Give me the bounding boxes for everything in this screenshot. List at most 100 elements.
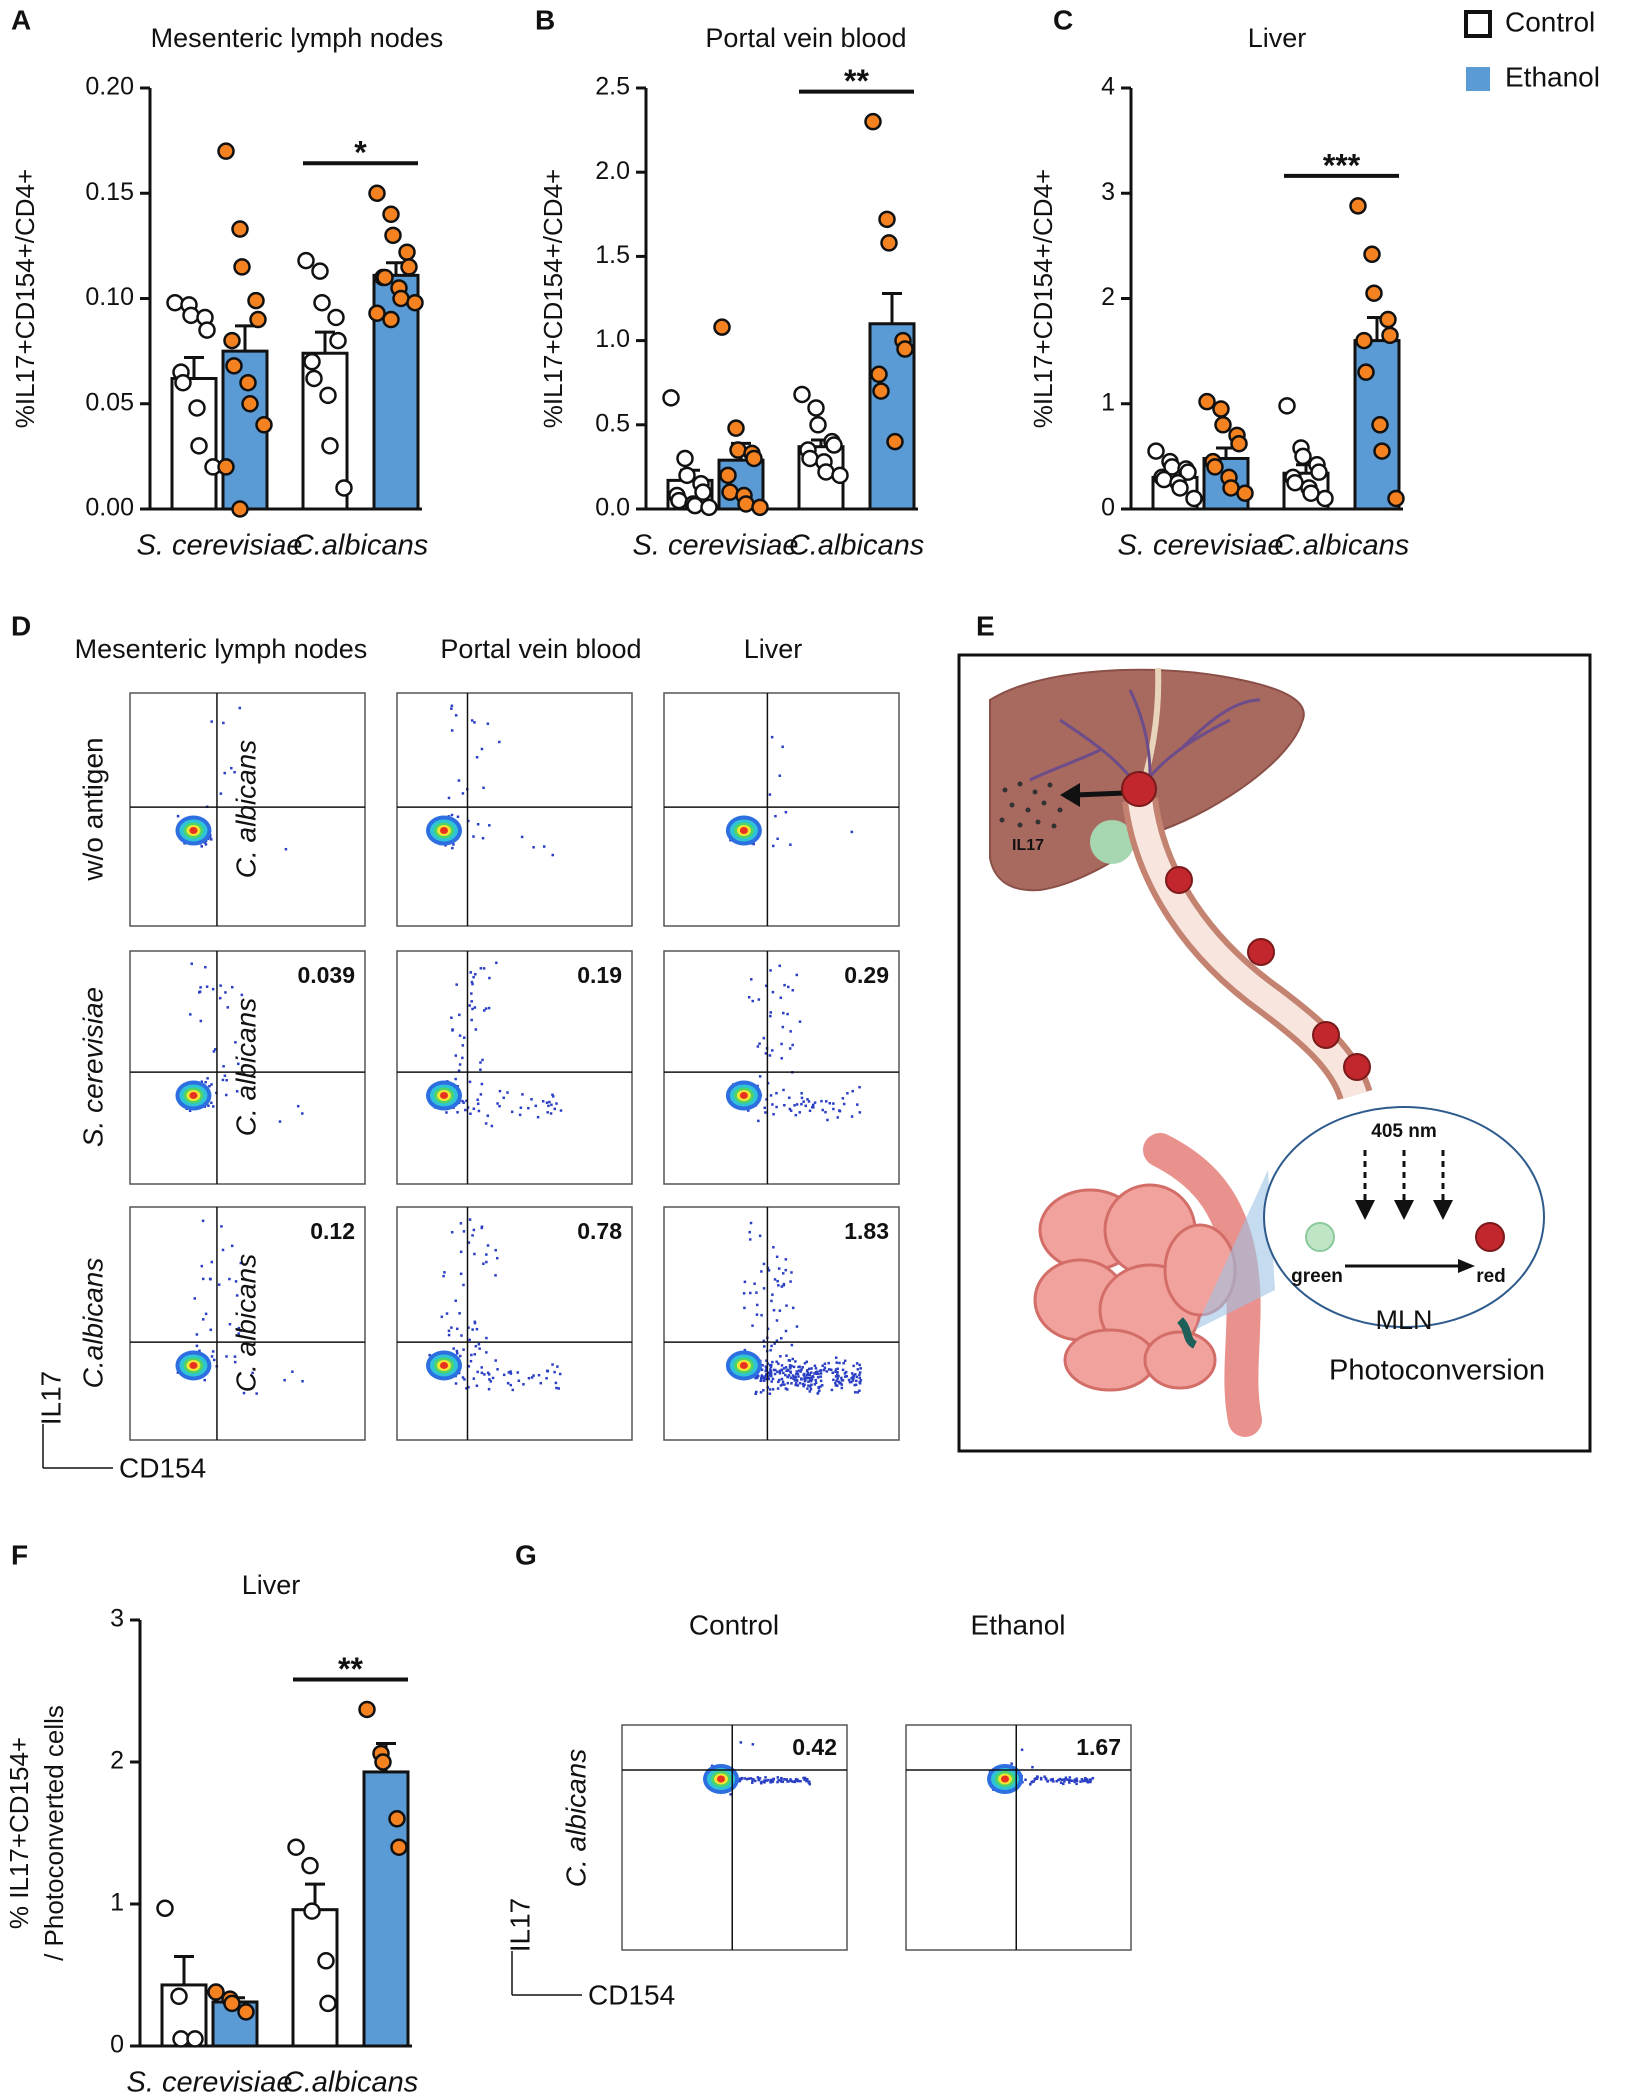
cell-dot bbox=[225, 1355, 228, 1358]
cell-dot bbox=[784, 810, 788, 814]
cell-dot bbox=[545, 1101, 549, 1104]
cell-dot bbox=[781, 745, 784, 749]
arrow-head bbox=[1060, 783, 1080, 807]
cell-dot bbox=[487, 1387, 491, 1391]
cell-dot bbox=[765, 1779, 768, 1782]
cell-dot bbox=[814, 1370, 818, 1374]
cell-dot bbox=[1069, 1779, 1072, 1782]
data-point bbox=[303, 352, 321, 371]
cell-dot bbox=[490, 1124, 494, 1128]
cell-dot bbox=[827, 1361, 830, 1365]
cell-dot bbox=[807, 1100, 811, 1103]
to-label: red bbox=[1476, 1266, 1506, 1287]
cell-dot bbox=[796, 1779, 800, 1783]
cell-dot bbox=[858, 1085, 861, 1089]
cell-dot bbox=[473, 1353, 477, 1356]
cell-dot bbox=[791, 988, 795, 992]
cell-dot bbox=[481, 1058, 484, 1062]
cell-dot bbox=[747, 1777, 751, 1780]
bar bbox=[291, 1908, 339, 2048]
cell-dot bbox=[296, 1104, 300, 1108]
cell-dot bbox=[225, 1078, 228, 1082]
cell-dot bbox=[856, 1391, 860, 1394]
cell-dot bbox=[858, 1389, 861, 1392]
cell-dot bbox=[777, 1380, 780, 1384]
cell-dot bbox=[823, 1366, 827, 1369]
data-point bbox=[793, 385, 811, 404]
cell-dot bbox=[787, 985, 790, 989]
data-point bbox=[1371, 416, 1389, 434]
data-point bbox=[156, 1899, 174, 1918]
cell-dot bbox=[821, 1364, 824, 1367]
gate-value: 1.83 bbox=[844, 1218, 889, 1244]
cell-dot bbox=[210, 1260, 214, 1264]
cell-dot bbox=[751, 1781, 754, 1784]
cell-dot bbox=[251, 1371, 254, 1375]
cell-dot bbox=[851, 1379, 855, 1382]
y-tick-label: 1.5 bbox=[595, 241, 630, 269]
cell-dot bbox=[1055, 1779, 1058, 1783]
cell-dot bbox=[226, 1006, 230, 1009]
data-point bbox=[872, 382, 890, 400]
chart-title: Portal vein blood bbox=[705, 23, 906, 53]
cell-dot bbox=[850, 1380, 853, 1384]
cell-dot bbox=[456, 815, 460, 819]
cell-dot bbox=[819, 1379, 823, 1383]
cell-dot bbox=[813, 1364, 817, 1368]
cell-dot bbox=[204, 1080, 207, 1084]
cell-dot bbox=[840, 1386, 844, 1390]
data-point bbox=[1357, 363, 1375, 381]
wavelength: 405 nm bbox=[1371, 1121, 1436, 1142]
cell-dot bbox=[530, 1098, 533, 1101]
data-point bbox=[896, 340, 914, 358]
cell-dot bbox=[854, 1391, 857, 1394]
cell-dot bbox=[831, 1371, 834, 1375]
cell-dot bbox=[751, 999, 754, 1003]
plot-frame bbox=[396, 1206, 633, 1441]
cell-dot bbox=[456, 1111, 459, 1114]
cell-dot bbox=[764, 1776, 767, 1779]
data-point bbox=[864, 112, 882, 131]
data-point bbox=[166, 293, 184, 312]
flow-plot bbox=[129, 1206, 366, 1441]
cell-dot bbox=[855, 1362, 859, 1365]
cell-dot bbox=[791, 1306, 795, 1310]
cell-dot bbox=[522, 1383, 525, 1386]
cell-dot bbox=[465, 1099, 468, 1103]
cell-dot bbox=[830, 1388, 834, 1392]
data-point bbox=[729, 441, 747, 459]
cell-dot bbox=[802, 1100, 805, 1103]
data-point bbox=[751, 498, 769, 517]
y-tick-label: 0.0 bbox=[595, 494, 630, 522]
cell-dot bbox=[469, 971, 472, 974]
cell-dot bbox=[789, 1109, 793, 1112]
cell-dot bbox=[462, 1101, 465, 1104]
cell-dot bbox=[442, 1274, 445, 1278]
cell-dot bbox=[762, 1287, 766, 1290]
cell-dot bbox=[474, 1028, 478, 1031]
cell-dot bbox=[791, 1357, 795, 1361]
cell-dot bbox=[228, 1277, 231, 1281]
x-axis-label: CD154 bbox=[119, 1452, 206, 1483]
data-point bbox=[182, 306, 200, 325]
cell-dot bbox=[795, 1325, 799, 1328]
data-point bbox=[313, 293, 331, 312]
cell-dot bbox=[209, 1328, 212, 1332]
cell-dot bbox=[786, 1012, 789, 1016]
cell-dot bbox=[1075, 1777, 1078, 1780]
y-axis-label: %IL17+CD154+/CD4+ bbox=[538, 169, 568, 428]
cell-dot bbox=[789, 1779, 793, 1783]
data-point bbox=[255, 416, 273, 434]
cell-dot bbox=[760, 1374, 764, 1377]
cell-dot bbox=[836, 1384, 839, 1387]
cell-dot bbox=[1089, 1778, 1093, 1781]
data-point bbox=[247, 291, 265, 310]
cell-dot bbox=[213, 1048, 217, 1051]
cell-dot bbox=[738, 1779, 741, 1783]
cell-dot bbox=[463, 1378, 466, 1381]
cell-dot bbox=[477, 1109, 481, 1113]
cell-dot bbox=[479, 1093, 483, 1096]
cell-dot bbox=[1064, 1776, 1068, 1780]
cell-dot bbox=[555, 1386, 558, 1390]
cell-dot bbox=[487, 1006, 491, 1010]
